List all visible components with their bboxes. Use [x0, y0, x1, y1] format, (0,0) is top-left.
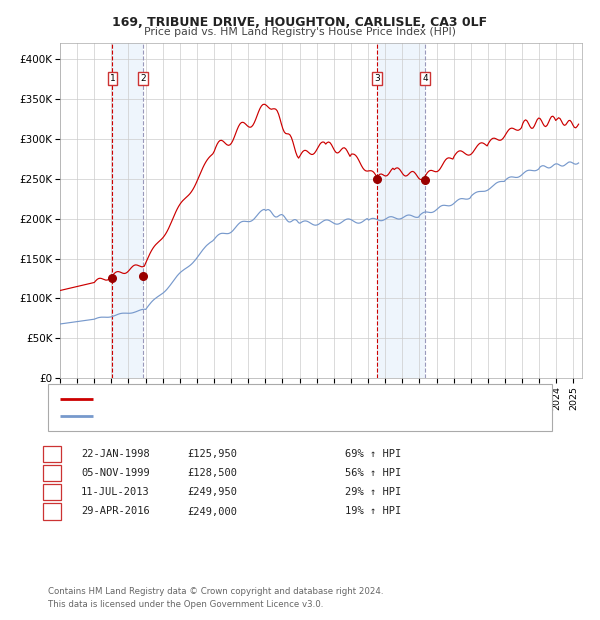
Text: 2: 2 [49, 468, 56, 478]
Text: 4: 4 [49, 507, 56, 516]
Text: 4: 4 [422, 74, 428, 83]
Text: 1: 1 [109, 74, 115, 83]
Bar [112, 43, 143, 378]
Text: 169, TRIBUNE DRIVE, HOUGHTON, CARLISLE, CA3 0LF: 169, TRIBUNE DRIVE, HOUGHTON, CARLISLE, … [112, 16, 488, 29]
Text: 2: 2 [140, 74, 146, 83]
Text: Contains HM Land Registry data © Crown copyright and database right 2024.: Contains HM Land Registry data © Crown c… [48, 587, 383, 596]
Text: 56% ↑ HPI: 56% ↑ HPI [345, 468, 401, 478]
Text: 69% ↑ HPI: 69% ↑ HPI [345, 449, 401, 459]
Text: 22-JAN-1998: 22-JAN-1998 [81, 449, 150, 459]
Text: £125,950: £125,950 [187, 449, 237, 459]
Text: 3: 3 [49, 487, 56, 497]
Text: 1: 1 [49, 449, 56, 459]
Text: 19% ↑ HPI: 19% ↑ HPI [345, 507, 401, 516]
Bar [377, 43, 425, 378]
Text: 11-JUL-2013: 11-JUL-2013 [81, 487, 150, 497]
Text: This data is licensed under the Open Government Licence v3.0.: This data is licensed under the Open Gov… [48, 600, 323, 609]
Text: 3: 3 [374, 74, 380, 83]
Text: £128,500: £128,500 [187, 468, 237, 478]
Text: 29-APR-2016: 29-APR-2016 [81, 507, 150, 516]
Text: £249,950: £249,950 [187, 487, 237, 497]
Text: 05-NOV-1999: 05-NOV-1999 [81, 468, 150, 478]
Text: 29% ↑ HPI: 29% ↑ HPI [345, 487, 401, 497]
Text: Price paid vs. HM Land Registry's House Price Index (HPI): Price paid vs. HM Land Registry's House … [144, 27, 456, 37]
Text: £249,000: £249,000 [187, 507, 237, 516]
Text: HPI: Average price, detached house, Cumberland: HPI: Average price, detached house, Cumb… [102, 411, 343, 421]
Text: 169, TRIBUNE DRIVE, HOUGHTON, CARLISLE, CA3 0LF (detached house): 169, TRIBUNE DRIVE, HOUGHTON, CARLISLE, … [102, 394, 455, 404]
